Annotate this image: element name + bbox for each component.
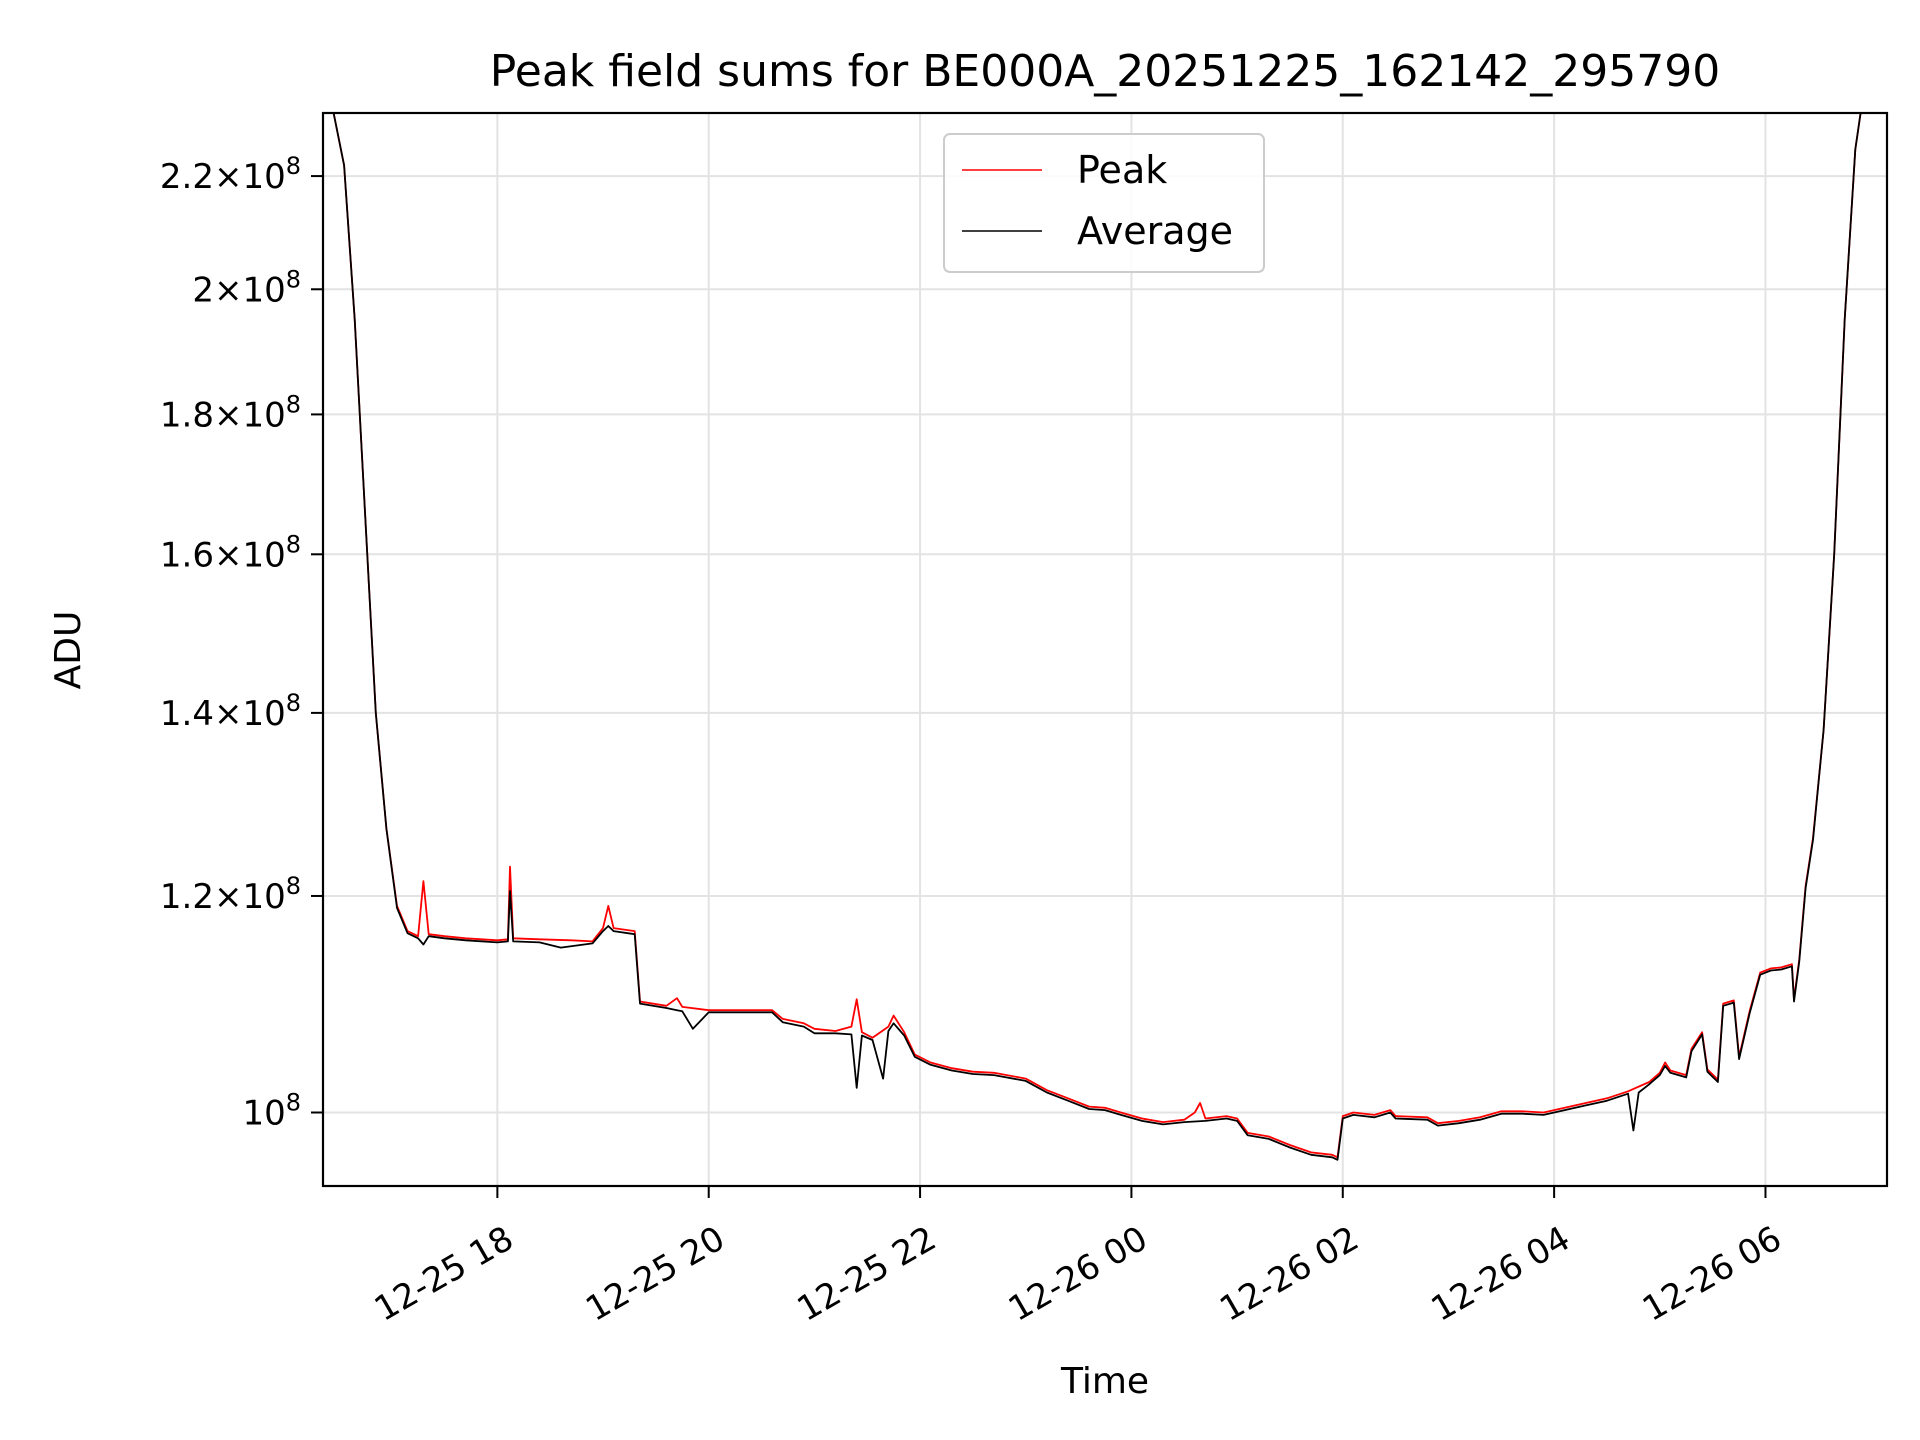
grid-lines	[323, 113, 1887, 1186]
y-tick-label: 1.8×108	[160, 390, 301, 435]
legend-label-average: Average	[1077, 209, 1233, 253]
series-layer	[332, 113, 1862, 1161]
y-axis-ticks: 2.2×108 2×108 1.8×108 1.6×108 1.4×108 1.2×108…	[160, 152, 323, 1134]
plot-frame	[321, 111, 1889, 1188]
y-tick-label: 1.6×108	[160, 530, 301, 575]
legend: Peak Average	[943, 133, 1265, 273]
y-tick-label: 2×108	[192, 265, 301, 310]
y-tick-label: 1.4×108	[160, 689, 301, 734]
y-tick-label: 108	[242, 1089, 301, 1134]
y-tick-label: 1.2×108	[160, 872, 301, 917]
legend-label-peak: Peak	[1077, 148, 1167, 192]
chart-title: Peak field sums for BE000A_20251225_1621…	[490, 46, 1720, 97]
y-tick-label: 2.2×108	[160, 152, 301, 197]
legend-box	[943, 133, 1265, 273]
series-line-average	[332, 113, 1862, 1161]
x-axis-label: Time	[1060, 1361, 1149, 1402]
y-axis-label: ADU	[48, 611, 89, 690]
